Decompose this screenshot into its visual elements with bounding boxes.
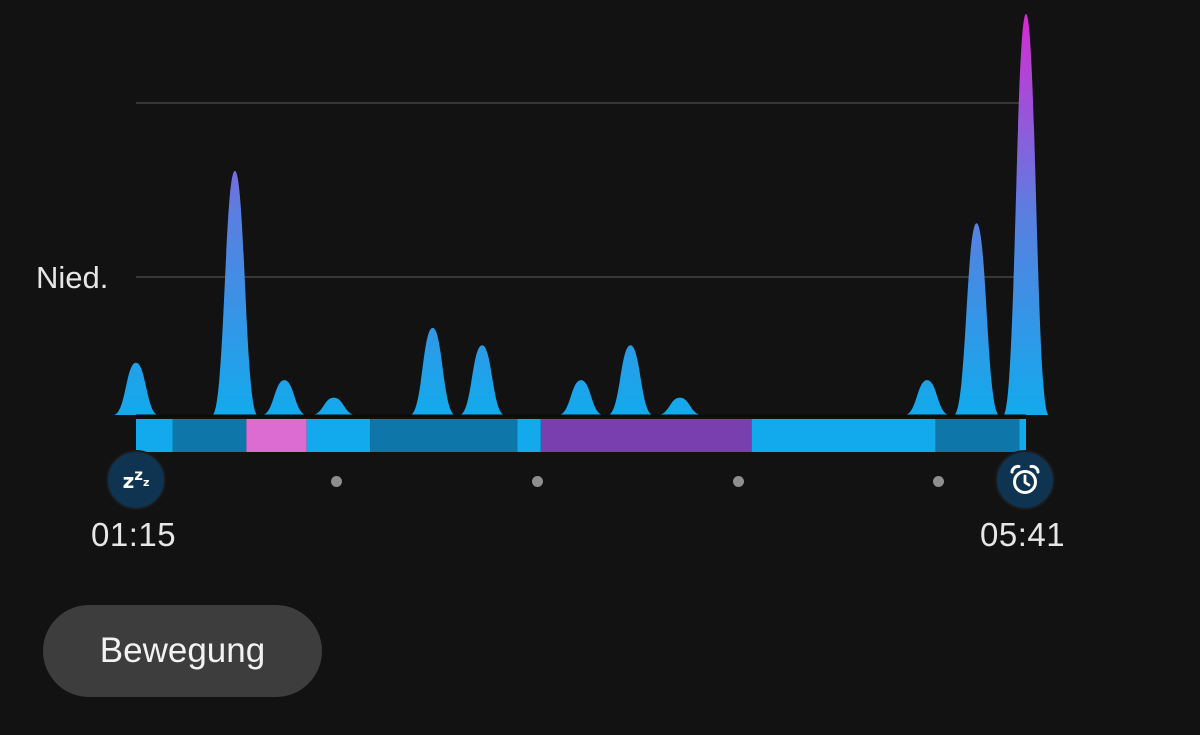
movement-area-peak xyxy=(1003,14,1049,415)
movement-area-peak xyxy=(607,345,654,415)
time-tick-dot xyxy=(933,476,944,487)
movement-button-label: Bewegung xyxy=(99,631,266,670)
sleep-start-time: 01:15 xyxy=(91,516,177,553)
movement-area-peak xyxy=(261,380,308,415)
stage-segment-awake xyxy=(246,419,307,452)
movement-area-peak xyxy=(953,223,1000,415)
movement-button[interactable]: Bewegung xyxy=(43,605,322,697)
alarm-clock-icon xyxy=(1010,464,1040,494)
movement-area-peak xyxy=(904,380,950,415)
movement-area-peak xyxy=(113,362,159,415)
movement-area-peak xyxy=(212,170,258,415)
stage-segment-light xyxy=(751,419,936,452)
stage-segment-light xyxy=(517,419,541,452)
stage-segment-deep xyxy=(172,419,247,452)
movement-area-peak xyxy=(459,345,505,415)
time-tick-dot xyxy=(733,476,744,487)
stage-segment-light xyxy=(136,419,173,452)
time-tick-dot xyxy=(331,476,342,487)
stage-segment-deep xyxy=(370,419,518,452)
stage-segment-light xyxy=(1019,419,1026,452)
movement-area-peak xyxy=(409,327,456,415)
stage-segment-light xyxy=(306,419,371,452)
movement-area-peak xyxy=(311,397,357,415)
sleep-stage-bar xyxy=(136,419,1026,452)
movement-area-peak xyxy=(657,397,703,415)
stage-segment-rem xyxy=(540,419,752,452)
stage-segment-deep xyxy=(935,419,1020,452)
wake-up-marker xyxy=(995,450,1055,510)
movement-area-peak xyxy=(558,380,604,415)
wake-up-time: 05:41 xyxy=(980,516,1066,553)
time-tick-dot xyxy=(532,476,543,487)
y-axis-label-low: Nied. xyxy=(36,260,109,295)
